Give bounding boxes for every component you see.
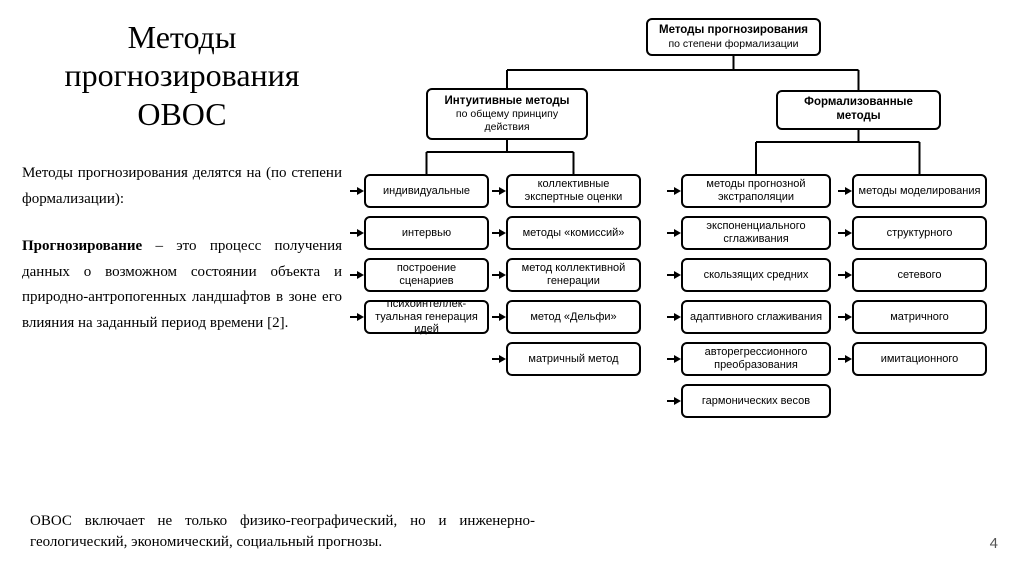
arrow-icon — [674, 229, 681, 237]
c4-item-0: методы моделирования — [852, 174, 987, 208]
root-node: Методы прогнозированияпо степени формали… — [646, 18, 821, 56]
c1-item-0: индивидуальные — [364, 174, 489, 208]
arrow-icon — [499, 187, 506, 195]
branch-formal: Формализованные методы — [776, 90, 941, 130]
intro-paragraph: Методы прогнозирования делятся на (по ст… — [22, 161, 342, 212]
arrow-icon — [845, 187, 852, 195]
definition-term: Прогнозирование — [22, 238, 142, 254]
page-number: 4 — [990, 535, 998, 552]
branch-intuitive: Интуитивные методыпо общему принципу дей… — [426, 88, 588, 140]
c1-item-2: построение сценариев — [364, 258, 489, 292]
arrow-icon — [357, 271, 364, 279]
c4-item-2: сетевого — [852, 258, 987, 292]
arrow-icon — [845, 271, 852, 279]
c2-item-4: матричный метод — [506, 342, 641, 376]
c4-item-4: имитационного — [852, 342, 987, 376]
arrow-icon — [674, 355, 681, 363]
arrow-icon — [845, 229, 852, 237]
arrow-icon — [674, 187, 681, 195]
c2-item-2: метод коллективной генерации — [506, 258, 641, 292]
c4-item-3: матричного — [852, 300, 987, 334]
c2-item-3: метод «Дельфи» — [506, 300, 641, 334]
c3-item-5: гармонических весов — [681, 384, 831, 418]
methods-flowchart: Методы прогнозированияпо степени формали… — [346, 18, 1006, 508]
arrow-icon — [845, 355, 852, 363]
arrow-icon — [357, 229, 364, 237]
arrow-icon — [357, 187, 364, 195]
arrow-icon — [845, 313, 852, 321]
arrow-icon — [499, 271, 506, 279]
arrow-icon — [674, 271, 681, 279]
c4-item-1: структурного — [852, 216, 987, 250]
arrow-icon — [499, 229, 506, 237]
arrow-icon — [499, 313, 506, 321]
definition-paragraph: Прогнозирование – это процесс получения … — [22, 234, 342, 336]
c2-item-0: коллективные экспертные оценки — [506, 174, 641, 208]
arrow-icon — [674, 313, 681, 321]
c1-item-1: интервью — [364, 216, 489, 250]
arrow-icon — [357, 313, 364, 321]
c3-item-1: экспоненциального сглаживания — [681, 216, 831, 250]
arrow-icon — [499, 355, 506, 363]
c1-item-3: психоинтеллек-туальная генерация идей — [364, 300, 489, 334]
c2-item-1: методы «комиссий» — [506, 216, 641, 250]
c3-item-2: скользящих средних — [681, 258, 831, 292]
arrow-icon — [674, 397, 681, 405]
page-title: Методы прогнозирования ОВОС — [22, 18, 342, 133]
c3-item-4: авторегрессионного преобразования — [681, 342, 831, 376]
c3-item-0: методы прогнозной экстраполяции — [681, 174, 831, 208]
footer-paragraph: ОВОС включает не только физико-географич… — [30, 511, 535, 555]
c3-item-3: адаптивного сглаживания — [681, 300, 831, 334]
